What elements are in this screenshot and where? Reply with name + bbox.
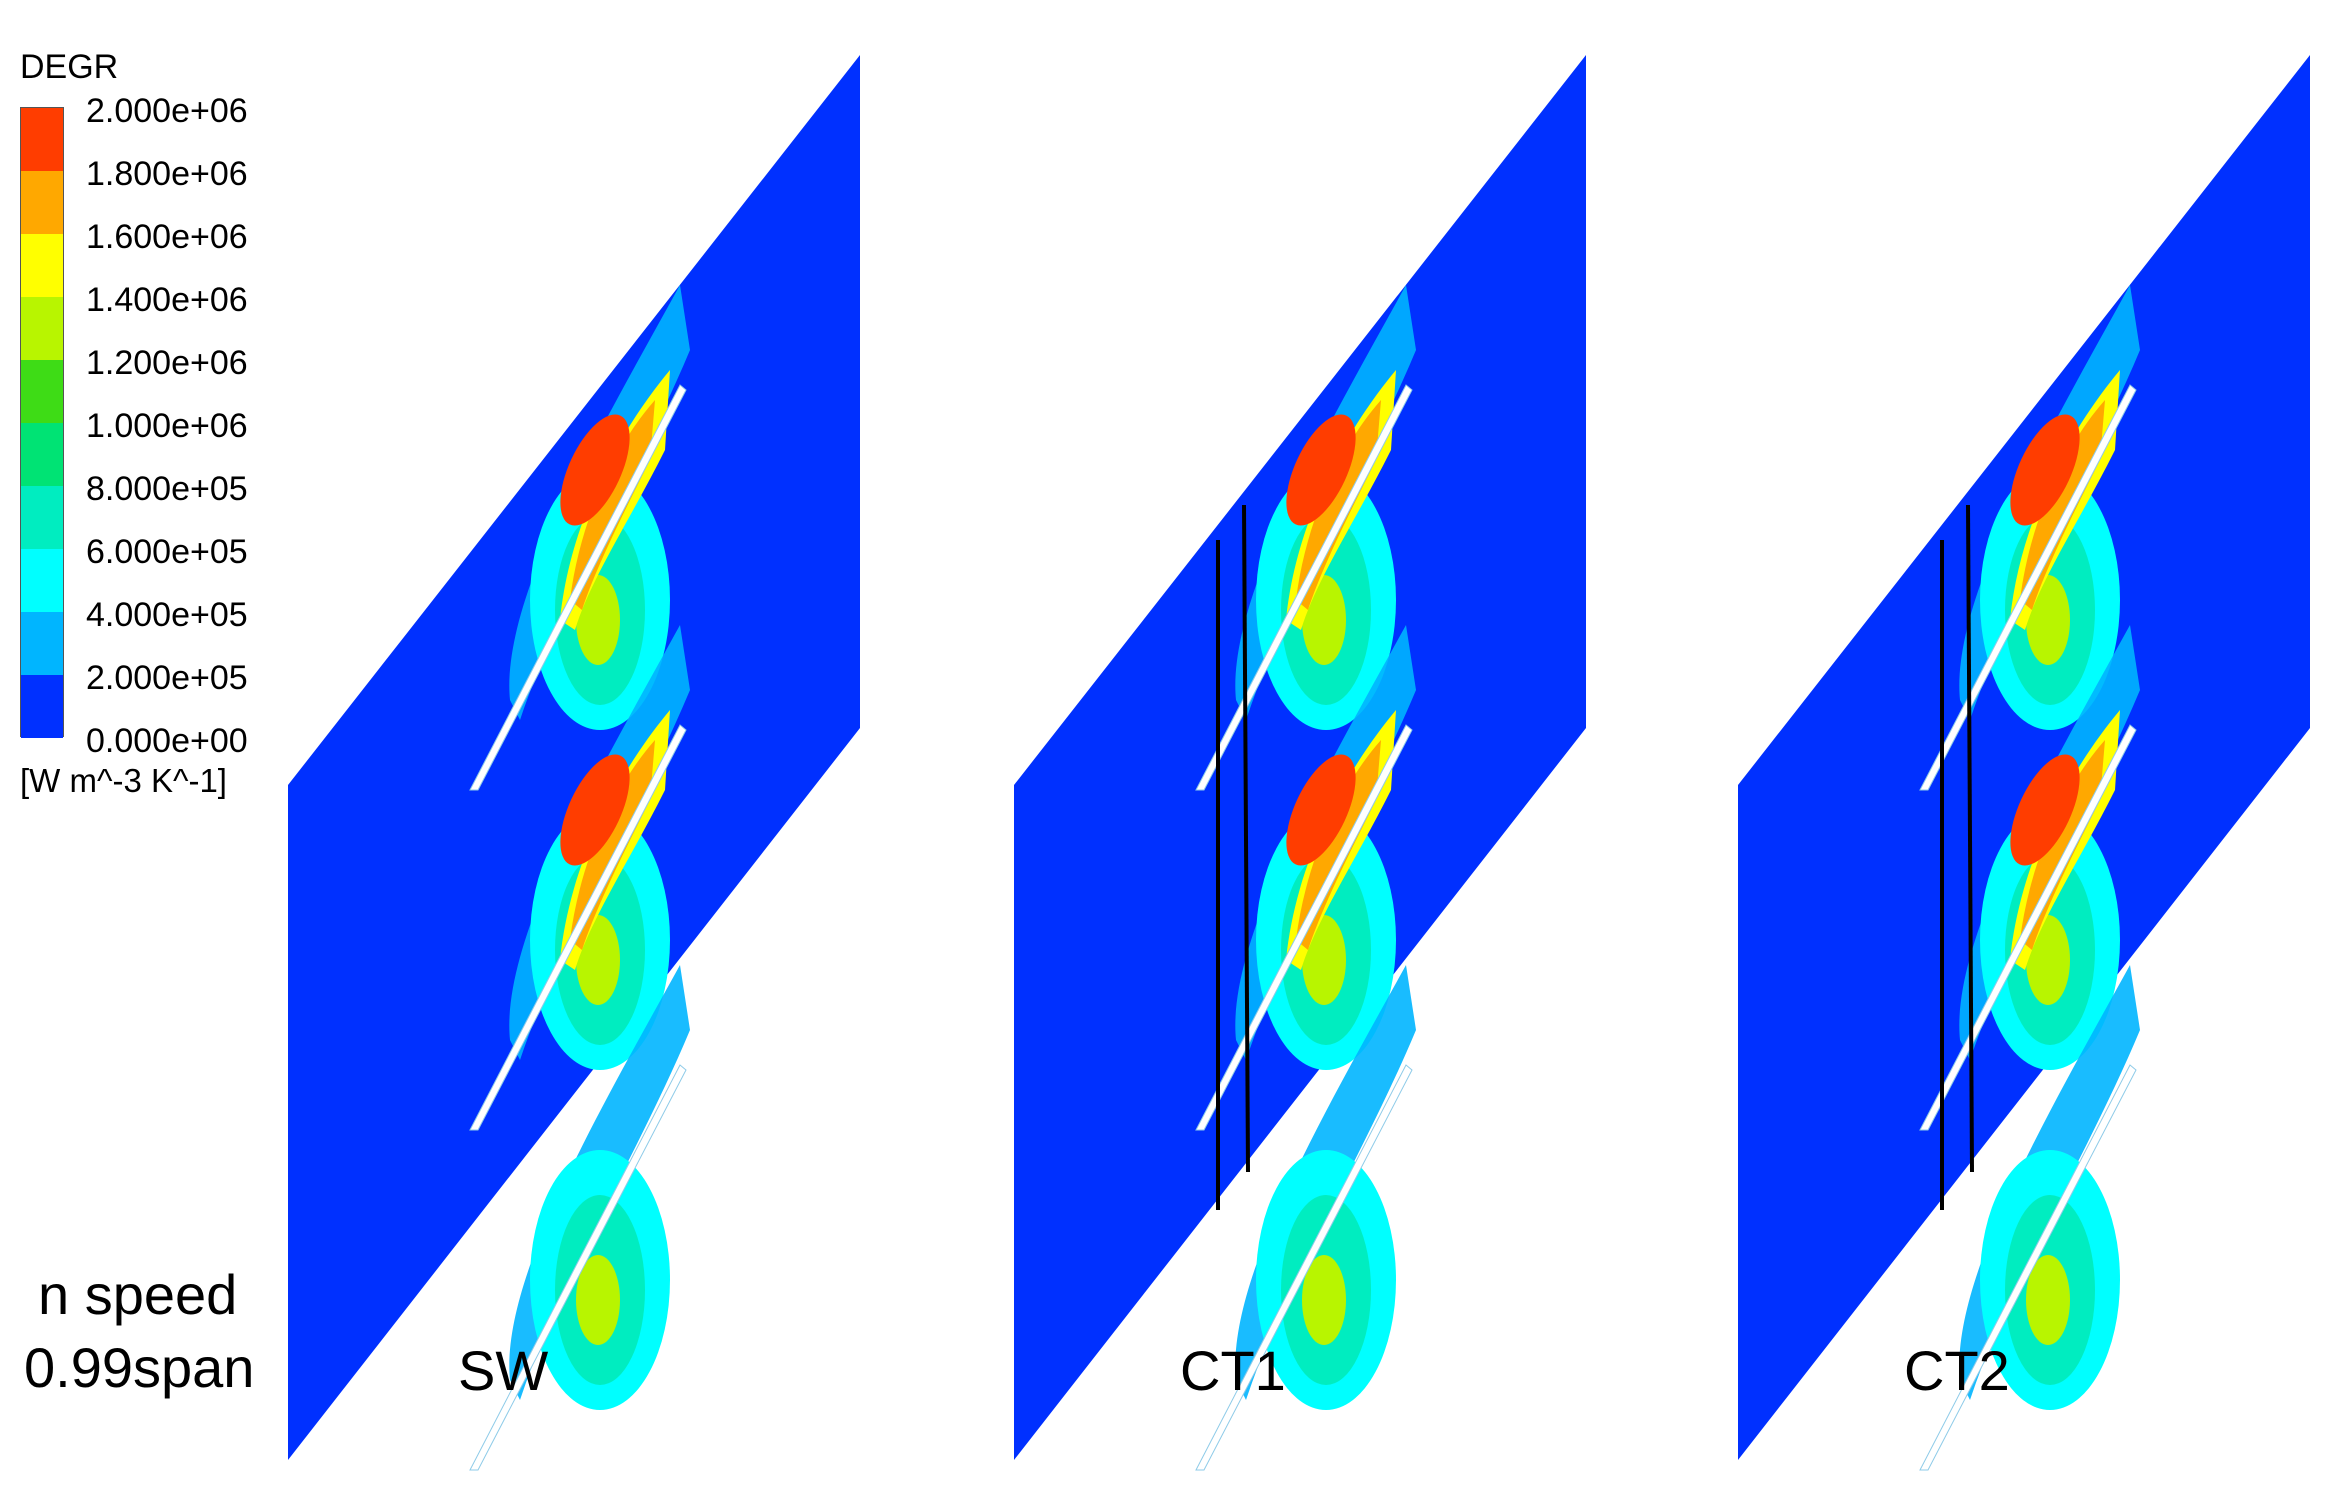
blade [469,384,687,791]
legend-units: [W m^-3 K^-1] [20,762,227,799]
colorbar-tick-label: 1.200e+06 [86,344,248,382]
colorbar-tick-label: 2.000e+06 [86,92,248,130]
blade [1195,724,1413,1131]
blade [469,724,687,1131]
colorbar-segment [21,423,63,486]
colorbar-segment [21,549,63,612]
colorbar-segment [21,171,63,234]
domain-plane [1014,55,1586,1460]
colorbar-segment [21,297,63,360]
colorbar-tick-label: 1.000e+06 [86,407,248,445]
colorbar-tick-label: 2.000e+05 [86,659,248,697]
colorbar-tick-label: 4.000e+05 [86,596,248,634]
colorbar-segment [21,108,63,171]
treatment-line [1966,504,1974,1173]
colorbar-segment [21,486,63,549]
blade [1919,1064,2137,1471]
colorbar-tick-label: 0.000e+00 [86,722,248,760]
contour-band [560,414,630,526]
blade [1195,384,1413,791]
colorbar-tick-label: 6.000e+05 [86,533,248,571]
colorbar-segment [21,360,63,423]
panel-label-ct2: CT2 [1904,1339,2010,1402]
contour-panel [1738,55,2310,1471]
contour-band [1302,1255,1346,1345]
blade [1919,384,2137,791]
panel-label-ct1: CT1 [1180,1339,1286,1402]
blade [469,1064,687,1471]
contour-band [576,1255,620,1345]
condition-span-label: 0.99span [24,1336,255,1399]
contour-panel [288,55,860,1471]
contour-band [1286,754,1356,866]
colorbar-tick-label: 1.600e+06 [86,218,248,256]
panel-label-sw: SW [458,1339,549,1402]
colorbar [20,107,64,738]
contour-band [2026,1255,2070,1345]
domain-plane [288,55,860,1460]
contour-band [2010,414,2080,526]
legend-title: DEGR [20,48,119,86]
blade [1195,1064,1413,1471]
blade [1919,724,2137,1131]
contour-band [1286,414,1356,526]
contour-panel [1014,55,1586,1471]
domain-plane [1738,55,2310,1460]
colorbar-segment [21,234,63,297]
treatment-line [1242,504,1250,1173]
colorbar-tick-label: 1.800e+06 [86,155,248,193]
colorbar-tick-label: 1.400e+06 [86,281,248,319]
colorbar-segment [21,675,63,738]
contour-band [2010,754,2080,866]
contour-band [560,754,630,866]
colorbar-tick-label: 8.000e+05 [86,470,248,508]
condition-speed-label: n speed [38,1263,238,1326]
colorbar-segment [21,612,63,675]
